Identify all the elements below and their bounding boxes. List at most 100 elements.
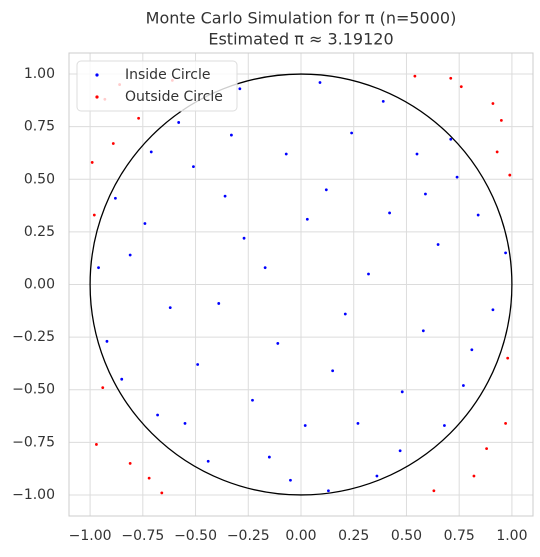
y-tick-label: −0.75 (12, 434, 55, 450)
point (238, 87, 242, 91)
point (495, 150, 499, 154)
legend-marker (95, 73, 99, 77)
point (343, 312, 347, 316)
point (276, 342, 280, 345)
point (400, 390, 404, 394)
point (92, 213, 96, 217)
x-tick-label: 0.50 (391, 528, 422, 544)
x-tick-label: 1.00 (496, 528, 527, 544)
point (491, 102, 495, 105)
point (242, 236, 246, 240)
y-tick-label: −1.00 (12, 487, 55, 503)
point (120, 377, 124, 381)
point (324, 188, 328, 192)
point (476, 213, 480, 217)
point (160, 491, 164, 495)
point (421, 329, 425, 333)
point (436, 243, 440, 246)
point (398, 449, 402, 453)
point (350, 131, 354, 135)
x-tick-label: 0.00 (285, 528, 316, 544)
y-tick-label: 0.75 (24, 119, 55, 135)
legend-marker (95, 95, 99, 99)
point (504, 251, 507, 255)
y-tick-label: 0.25 (24, 224, 55, 240)
point (128, 253, 132, 257)
point (485, 447, 488, 451)
point (267, 455, 271, 459)
point (415, 152, 419, 156)
point (432, 489, 436, 493)
point (443, 424, 446, 427)
point (217, 302, 221, 305)
point (147, 476, 151, 480)
point (318, 81, 322, 84)
y-tick-label: −0.50 (12, 382, 55, 398)
point (459, 85, 463, 89)
reference-circle (89, 73, 513, 496)
point (143, 222, 147, 225)
point (177, 121, 181, 124)
chart-subtitle: Estimated π ≈ 3.19120 (208, 30, 393, 49)
point (424, 192, 427, 196)
y-tick-label: 0.50 (24, 171, 55, 187)
x-tick-label: 0.25 (338, 528, 369, 544)
point (95, 443, 98, 446)
x-tick-label: −0.75 (121, 528, 164, 544)
point (455, 175, 459, 179)
point (303, 424, 307, 427)
point (388, 211, 391, 215)
legend-label: Outside Circle (125, 89, 223, 105)
point (105, 339, 109, 343)
point (413, 74, 417, 78)
x-tick-label: −0.25 (227, 528, 270, 544)
point (263, 266, 267, 270)
point (499, 118, 503, 122)
point (470, 348, 474, 352)
plot-frame (68, 52, 534, 517)
point (97, 266, 100, 270)
point (284, 152, 288, 156)
point (206, 459, 210, 463)
y-tick-label: 0.00 (24, 277, 55, 293)
legend-box (76, 60, 238, 112)
point (375, 474, 379, 478)
point (251, 398, 254, 402)
point (196, 363, 200, 366)
point (192, 165, 195, 169)
point (114, 196, 117, 200)
point (331, 369, 335, 373)
point (305, 217, 309, 221)
point (327, 489, 330, 493)
point (101, 386, 105, 390)
point (506, 356, 510, 360)
point (504, 422, 507, 425)
point (111, 142, 115, 145)
y-tick-label: 1.00 (24, 66, 55, 82)
point (381, 100, 385, 103)
point (472, 474, 476, 478)
point (449, 137, 453, 141)
point (223, 194, 227, 198)
point (230, 133, 233, 137)
y-tick-label: −0.25 (12, 329, 55, 345)
point (491, 308, 495, 312)
point (508, 173, 512, 177)
point (90, 161, 94, 164)
point (449, 76, 453, 80)
point (128, 461, 132, 465)
x-tick-label: 0.75 (444, 528, 475, 544)
point (356, 422, 360, 425)
point (462, 384, 465, 387)
legend-label: Inside Circle (125, 67, 210, 83)
point (289, 478, 292, 482)
point (156, 413, 159, 417)
point (137, 116, 141, 120)
point (168, 306, 172, 310)
point (183, 422, 187, 425)
point (367, 272, 370, 276)
x-tick-label: −1.00 (69, 528, 112, 544)
x-tick-label: −0.50 (174, 528, 217, 544)
chart-title: Monte Carlo Simulation for π (n=5000) (146, 9, 457, 28)
